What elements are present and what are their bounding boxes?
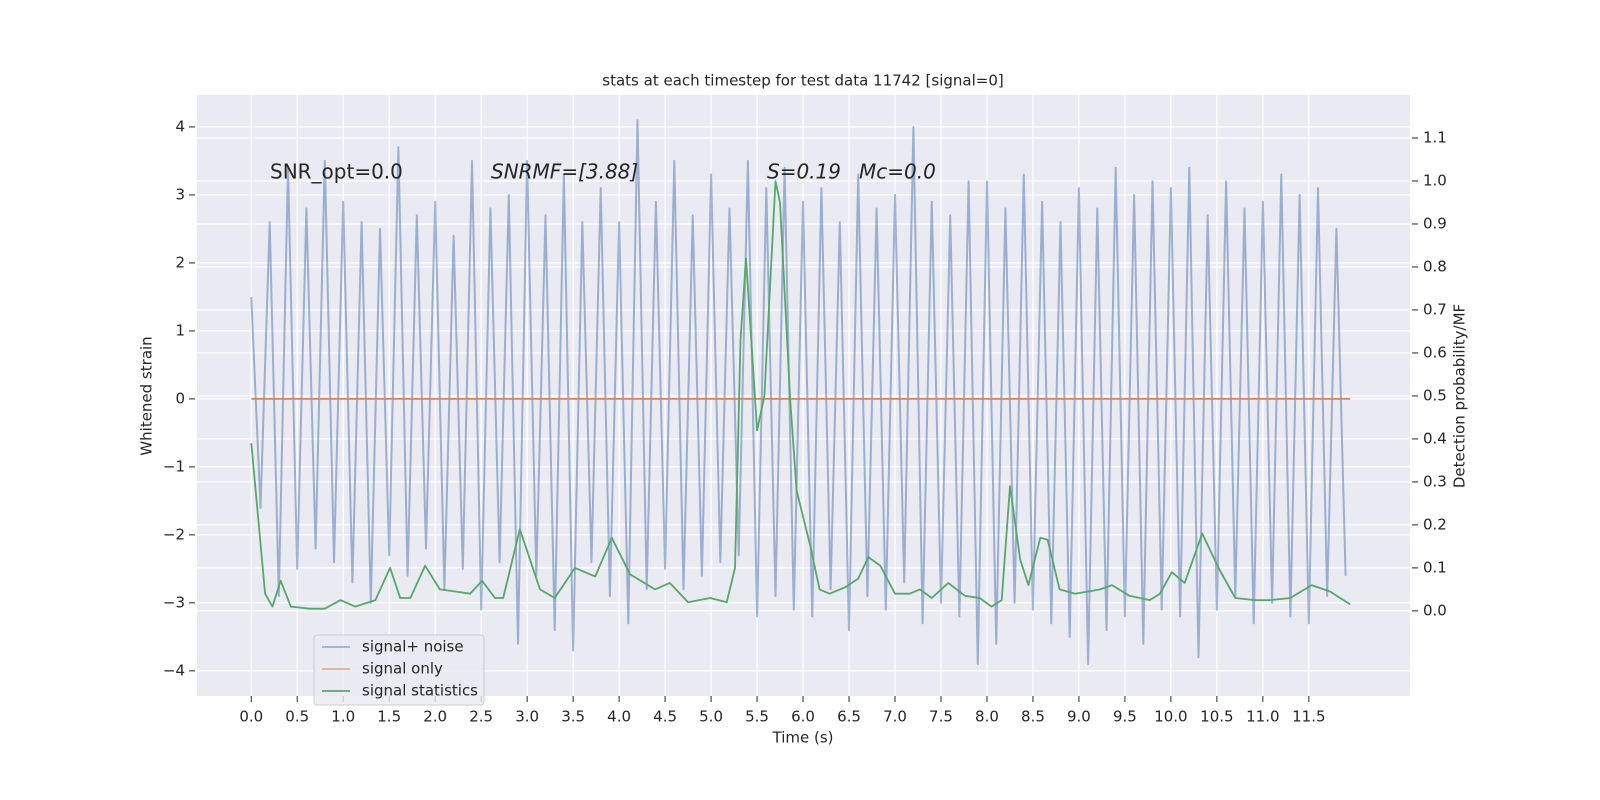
y2-tick-label: 0.1	[1423, 558, 1447, 576]
x-tick-label: 11.5	[1292, 708, 1325, 726]
series-line	[250, 119, 1347, 665]
y-tick-label: −3	[163, 593, 185, 611]
y2-tick-label: 0.0	[1423, 601, 1447, 619]
x-tick-label: 11.0	[1246, 708, 1279, 726]
legend-box	[313, 634, 485, 706]
x-tick-label: 9.0	[1067, 708, 1091, 726]
y2-tick-label: 0.7	[1423, 300, 1447, 318]
x-tick-label: 2.5	[469, 708, 493, 726]
x-tick-label: 5.0	[699, 708, 723, 726]
x-tick-label: 5.5	[745, 708, 769, 726]
y-tick-label: −4	[163, 661, 185, 679]
x-tick-label: 1.5	[377, 708, 401, 726]
legend-label: signal statistics	[362, 682, 478, 700]
x-tick-label: 7.5	[929, 708, 953, 726]
x-tick-label: 0.0	[239, 708, 263, 726]
x-tick-label: 2.0	[423, 708, 447, 726]
y2-tick-label: 0.9	[1423, 214, 1447, 232]
y-tick-label: 3	[175, 185, 185, 203]
y2-tick-label: 1.1	[1423, 128, 1447, 146]
y2-tick-label: 0.6	[1423, 343, 1447, 361]
y2-tick-label: 0.8	[1423, 257, 1447, 275]
legend-label: signal+ noise	[362, 638, 464, 656]
x-tick-label: 6.0	[791, 708, 815, 726]
x-tick-label: 10.5	[1200, 708, 1233, 726]
y2-axis-label: Detection probability/MF	[1451, 304, 1469, 488]
legend-label: signal only	[362, 660, 443, 678]
x-tick-label: 8.0	[975, 708, 999, 726]
x-tick-label: 10.0	[1154, 708, 1187, 726]
y-tick-label: 2	[175, 253, 185, 271]
x-tick-label: 3.0	[515, 708, 539, 726]
annotation: SNRMF=[3.88]	[491, 160, 638, 184]
x-tick-label: 3.5	[561, 708, 585, 726]
x-tick-label: 9.5	[1113, 708, 1137, 726]
y2-tick-label: 0.5	[1423, 386, 1447, 404]
y2-tick-label: 0.3	[1423, 472, 1447, 490]
annotation: S=0.19	[767, 160, 841, 184]
y2-tick-label: 0.4	[1423, 429, 1447, 447]
y-tick-label: −1	[163, 457, 185, 475]
x-tick-label: 4.0	[607, 708, 631, 726]
y-tick-label: 0	[175, 389, 185, 407]
y2-tick-label: 1.0	[1423, 171, 1447, 189]
x-tick-label: 7.0	[883, 708, 907, 726]
series-line	[250, 180, 1351, 610]
y-tick-label: 4	[175, 117, 185, 135]
x-axis-label: Time (s)	[772, 729, 834, 747]
x-tick-label: 0.5	[285, 708, 309, 726]
x-tick-label: 4.5	[653, 708, 677, 726]
chart-title: stats at each timestep for test data 117…	[602, 72, 1003, 90]
x-tick-label: 1.0	[331, 708, 355, 726]
y-tick-label: 1	[175, 321, 185, 339]
x-tick-label: 8.5	[1021, 708, 1045, 726]
annotation: Mc=0.0	[859, 160, 936, 184]
annotation: SNR_opt=0.0	[270, 160, 403, 184]
y-axis-label: Whitened strain	[138, 336, 156, 455]
y2-tick-label: 0.2	[1423, 515, 1447, 533]
x-tick-label: 6.5	[837, 708, 861, 726]
y-tick-label: −2	[163, 525, 185, 543]
